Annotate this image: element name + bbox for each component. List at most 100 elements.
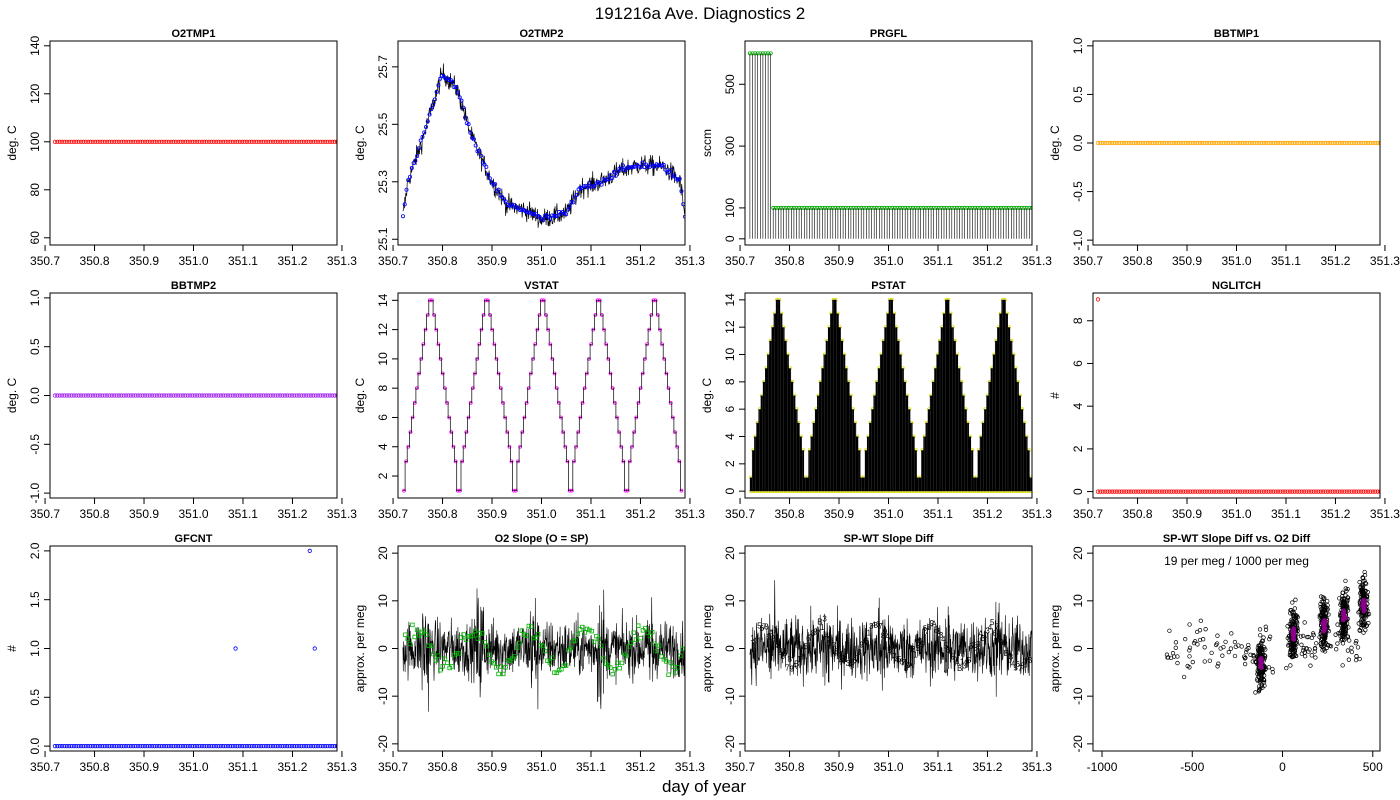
x-tick-label-prgfl: 350.7 — [725, 254, 755, 268]
data-point-nglitch — [1290, 489, 1295, 494]
x-tick-label-o2tmp1: 351.3 — [327, 254, 357, 268]
y-tick-label-nglitch: 0 — [1071, 488, 1085, 495]
data-point-nglitch — [1209, 489, 1214, 494]
plot-area-vstat — [402, 298, 684, 493]
data-point-o2tmp1 — [62, 139, 67, 144]
data-point-o2tmp2 — [503, 199, 508, 204]
data-point-vstat — [584, 371, 589, 376]
data-point-bbtmp2 — [71, 393, 77, 398]
data-point-o2tmp2 — [0, 0, 2, 2]
data-point-spwt_vs_o2 — [1263, 653, 1268, 659]
data-point-bbtmp2 — [190, 393, 195, 398]
data-point-nglitch — [1223, 489, 1229, 494]
data-point-spwt_vs_o2 — [1173, 645, 1178, 650]
data-point-vstat — [602, 327, 606, 332]
data-point-label-spwt: 6 — [829, 636, 834, 645]
data-point-gfcnt — [71, 744, 77, 749]
data-point-spwt_vs_o2 — [1192, 639, 1198, 644]
data-point-o2tmp2 — [0, 0, 2, 2]
data-point-o2slope — [480, 631, 485, 636]
data-point-bbtmp1 — [1240, 140, 1245, 146]
data-point-nglitch — [1159, 489, 1165, 494]
data-point-nglitch — [1368, 489, 1373, 494]
data-point-o2tmp1 — [273, 139, 278, 144]
y-tick-label-vstat: 8 — [376, 385, 390, 392]
data-point-bbtmp1 — [1271, 140, 1276, 146]
data-point-spwt_vs_o2 — [1198, 618, 1203, 623]
data-point-nglitch — [1287, 489, 1293, 494]
data-point-o2tmp1 — [168, 139, 174, 144]
data-point-o2tmp2 — [0, 0, 2, 2]
data-point-gfcnt — [121, 744, 126, 749]
data-point-o2tmp1 — [114, 139, 119, 144]
data-point-o2tmp2 — [431, 102, 436, 107]
data-point-o2tmp2 — [564, 212, 569, 217]
data-point-o2slope — [580, 624, 585, 630]
data-point-o2tmp2 — [0, 0, 2, 2]
data-point-nglitch — [1233, 489, 1238, 494]
data-point-spwt_vs_o2 — [1287, 649, 1293, 655]
plot-frame-gfcnt — [49, 545, 338, 752]
data-point-nglitch — [1214, 489, 1219, 494]
data-point-o2tmp2 — [0, 0, 2, 2]
data-point-bbtmp1 — [1294, 140, 1300, 146]
x-tick-label-pstat: 351.3 — [1022, 507, 1052, 521]
data-point-bbtmp1 — [1143, 140, 1148, 146]
data-point-o2tmp2 — [432, 97, 437, 102]
data-point-label-spwt: B — [934, 626, 939, 635]
data-point-vstat — [634, 415, 639, 420]
data-point-o2tmp2 — [0, 0, 2, 2]
series-line-o2slope — [402, 588, 685, 712]
data-point-o2tmp2 — [0, 0, 2, 2]
data-point-o2tmp2 — [0, 0, 2, 2]
data-point-bbtmp1 — [1169, 140, 1174, 146]
data-point-gfcnt — [263, 744, 268, 749]
data-point-o2tmp2 — [0, 0, 2, 2]
data-point-spwt_vs_o2 — [1356, 621, 1361, 626]
data-point-o2tmp1 — [318, 139, 323, 144]
data-point-label-spwt: A — [768, 628, 774, 637]
data-point-label-spwt: 9 — [1023, 658, 1028, 667]
data-point-gfcnt — [237, 744, 242, 749]
data-point-o2tmp1 — [55, 139, 60, 144]
data-point-spwt_vs_o2 — [1226, 650, 1231, 655]
data-point-bbtmp1 — [1330, 140, 1335, 146]
data-point-o2slope — [659, 654, 664, 659]
plot-area-bbtmp2 — [52, 393, 337, 398]
data-point-vstat — [580, 400, 585, 405]
panel-title-o2tmp2: O2TMP2 — [519, 28, 563, 40]
data-point-spwt_vs_o2 — [1244, 647, 1249, 652]
data-point-nglitch — [1249, 489, 1255, 494]
plot-area-pstat — [749, 297, 1032, 494]
y-tick-label-o2tmp1: 120 — [28, 83, 42, 103]
data-point-bbtmp1 — [1207, 140, 1212, 146]
data-point-gfcnt — [95, 744, 100, 749]
data-point-bbtmp2 — [266, 393, 271, 398]
data-point-spwt_vs_o2 — [1363, 627, 1368, 633]
data-point-spwt_vs_o2 — [1258, 671, 1263, 677]
data-point-label-spwt: 5 — [780, 652, 785, 661]
data-point-gfcnt — [301, 744, 306, 749]
data-point-o2slope — [421, 628, 427, 633]
data-point-o2tmp1 — [218, 139, 223, 144]
data-point-bbtmp2 — [166, 393, 171, 398]
data-point-o2slope — [407, 641, 413, 647]
data-point-spwt_vs_o2 — [1302, 654, 1308, 659]
data-point-spwt_vs_o2 — [1313, 655, 1318, 660]
y-tick-label-o2slope: 10 — [376, 594, 390, 608]
data-point-spwt_vs_o2 — [1246, 642, 1251, 648]
data-point-o2tmp2 — [0, 0, 2, 2]
data-point-nglitch — [1304, 489, 1309, 494]
data-point-bbtmp2 — [64, 393, 69, 398]
data-point-nglitch — [1126, 489, 1131, 494]
data-point-o2slope — [582, 630, 587, 635]
data-point-o2tmp1 — [145, 139, 150, 144]
data-point-o2tmp1 — [320, 139, 325, 144]
y-tick-label-bbtmp1: 0.0 — [1071, 134, 1085, 151]
data-point-spwt_vs_o2 — [1292, 643, 1297, 648]
data-point-vstat — [630, 444, 634, 449]
data-point-vstat — [498, 386, 503, 391]
data-point-o2slope — [657, 643, 662, 648]
data-point-bbtmp1 — [1214, 140, 1219, 146]
